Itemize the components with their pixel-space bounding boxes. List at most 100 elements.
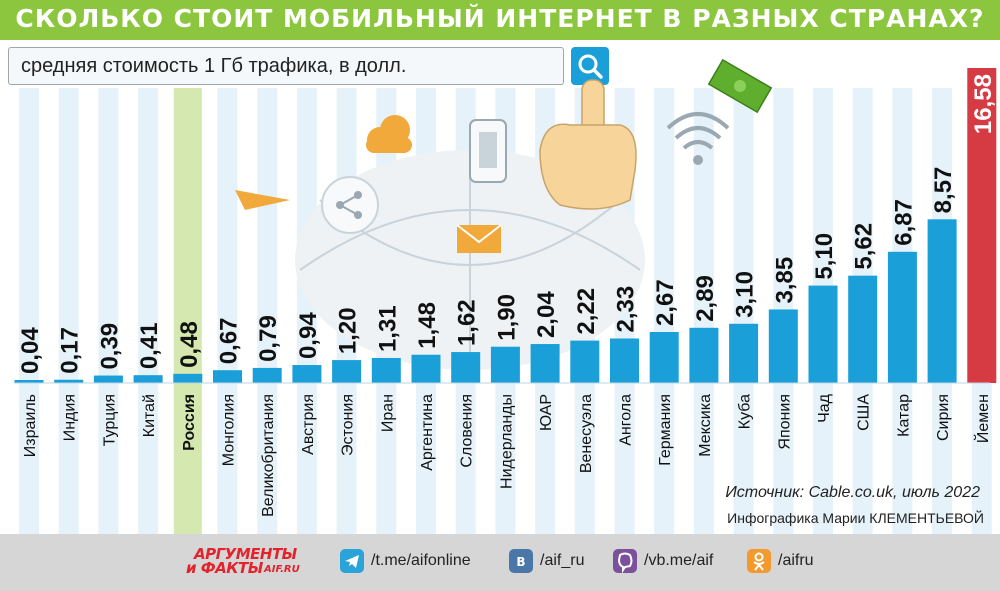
value-label-11: 1,48	[414, 302, 441, 349]
category-label-15: Венесуэла	[578, 394, 595, 473]
viber-handle[interactable]: /vb.me/aif	[644, 552, 714, 569]
search-button	[571, 47, 609, 85]
title-bar	[0, 0, 1000, 40]
column-background-19	[733, 88, 754, 534]
odnoklassniki-icon	[747, 549, 771, 573]
category-label-20: Япония	[776, 394, 793, 450]
bar-08	[292, 365, 322, 383]
bar-11	[411, 354, 441, 383]
column-background-03	[98, 88, 119, 534]
bar-19	[729, 323, 759, 383]
svg-text:В: В	[516, 555, 525, 569]
phone-icon	[469, 119, 507, 183]
value-label-06: 0,67	[216, 317, 243, 364]
value-label-09: 1,20	[335, 307, 362, 354]
bar-05	[173, 373, 203, 383]
bar-chart: 0,04 Израиль 0,17 Индия 0,39 Турция 0,41 Китай 0…	[14, 58, 997, 534]
logo-site: AIF.RU	[264, 564, 300, 575]
value-label-13: 1,90	[493, 294, 520, 341]
bar-24	[927, 219, 957, 383]
value-label-14: 2,04	[533, 291, 560, 338]
category-label-10: Иран	[379, 394, 396, 432]
footer-bar	[0, 534, 1000, 591]
bar-16	[610, 338, 639, 383]
money-icon	[707, 58, 773, 114]
chart-subtitle: средняя стоимость 1 Гб трафика, в долл.	[21, 55, 407, 77]
value-label-16: 2,33	[613, 286, 640, 333]
value-label-05: 0,48	[176, 321, 203, 368]
chart-title: СКОЛЬКО СТОИТ МОБИЛЬНЫЙ ИНТЕРНЕТ В РАЗНЫ…	[15, 4, 985, 33]
column-background-06	[217, 88, 238, 534]
column-background-01	[19, 88, 39, 534]
bar-22	[848, 275, 878, 383]
category-label-18: Мексика	[697, 394, 714, 457]
cloud-icon	[366, 115, 412, 153]
search-icon	[578, 54, 603, 79]
category-label-23: Катар	[895, 394, 912, 437]
value-label-12: 1,62	[454, 299, 481, 346]
category-label-01: Израиль	[22, 394, 39, 457]
bar-03	[93, 375, 123, 383]
category-label-25: Йемен	[973, 394, 992, 443]
value-label-15: 2,22	[573, 288, 600, 335]
share-icon	[321, 176, 379, 234]
telegram-handle[interactable]: /t.me/aifonline	[371, 552, 471, 569]
category-label-19: Куба	[737, 394, 754, 429]
value-label-03: 0,39	[96, 323, 123, 370]
category-label-21: Чад	[816, 393, 833, 423]
vk-icon: В	[509, 549, 533, 573]
category-label-11: Аргентина	[419, 394, 436, 471]
vk-handle[interactable]: /aif_ru	[540, 552, 585, 569]
bar-07	[252, 367, 282, 383]
bar-10	[371, 357, 401, 383]
author-credit: Инфографика Марии КЛЕМЕНТЬЕВОЙ	[727, 510, 984, 526]
value-label-01: 0,04	[17, 327, 44, 374]
bar-06	[213, 370, 242, 383]
wifi-icon	[666, 112, 730, 165]
value-label-23: 6,87	[890, 199, 917, 246]
category-label-08: Австрия	[300, 394, 317, 455]
source-note: Источник: Cable.co.uk, июль 2022	[725, 484, 980, 501]
value-label-08: 0,94	[295, 312, 322, 359]
bar-04	[133, 375, 163, 383]
category-label-13: Нидерланды	[498, 394, 515, 489]
category-label-05: Россия	[181, 394, 198, 451]
column-background-02	[58, 88, 79, 534]
value-label-04: 0,41	[136, 322, 163, 369]
value-label-18: 2,89	[692, 275, 719, 322]
logo-line-1: АРГУМЕНТЫ	[194, 545, 297, 563]
value-label-24: 8,57	[930, 167, 957, 214]
bar-18	[689, 327, 719, 383]
bar-17	[649, 332, 679, 383]
subtitle-search-field: средняя стоимость 1 Гб трафика, в долл.	[8, 47, 564, 85]
background-illustration	[235, 58, 773, 370]
value-label-10: 1,31	[374, 305, 401, 352]
envelope-icon	[456, 224, 502, 253]
paper-plane-icon	[235, 190, 290, 210]
bar-20	[768, 309, 798, 383]
bar-21	[808, 285, 838, 383]
value-label-17: 2,67	[652, 279, 679, 326]
odnoklassniki-handle[interactable]: /aifru	[778, 552, 814, 569]
category-label-09: Эстония	[340, 394, 357, 456]
column-background-17	[654, 88, 675, 534]
value-label-21: 5,10	[811, 233, 838, 280]
category-label-24: Сирия	[935, 394, 952, 441]
bar-09	[332, 360, 362, 383]
value-label-19: 3,10	[732, 271, 759, 318]
column-background-18	[693, 88, 714, 534]
bar-15	[570, 340, 600, 383]
bar-02	[54, 379, 84, 383]
column-background-08	[296, 88, 317, 534]
category-label-16: Ангола	[618, 394, 635, 446]
bar-13	[490, 346, 520, 383]
category-label-02: Индия	[62, 394, 79, 441]
category-label-22: США	[856, 394, 873, 431]
bar-23	[887, 251, 917, 383]
category-label-07: Великобритания	[260, 394, 277, 517]
value-label-07: 0,79	[255, 315, 282, 362]
category-label-04: Китай	[141, 394, 158, 437]
bar-25	[967, 68, 997, 383]
value-label-02: 0,17	[57, 327, 84, 374]
category-label-06: Монголия	[221, 394, 238, 466]
